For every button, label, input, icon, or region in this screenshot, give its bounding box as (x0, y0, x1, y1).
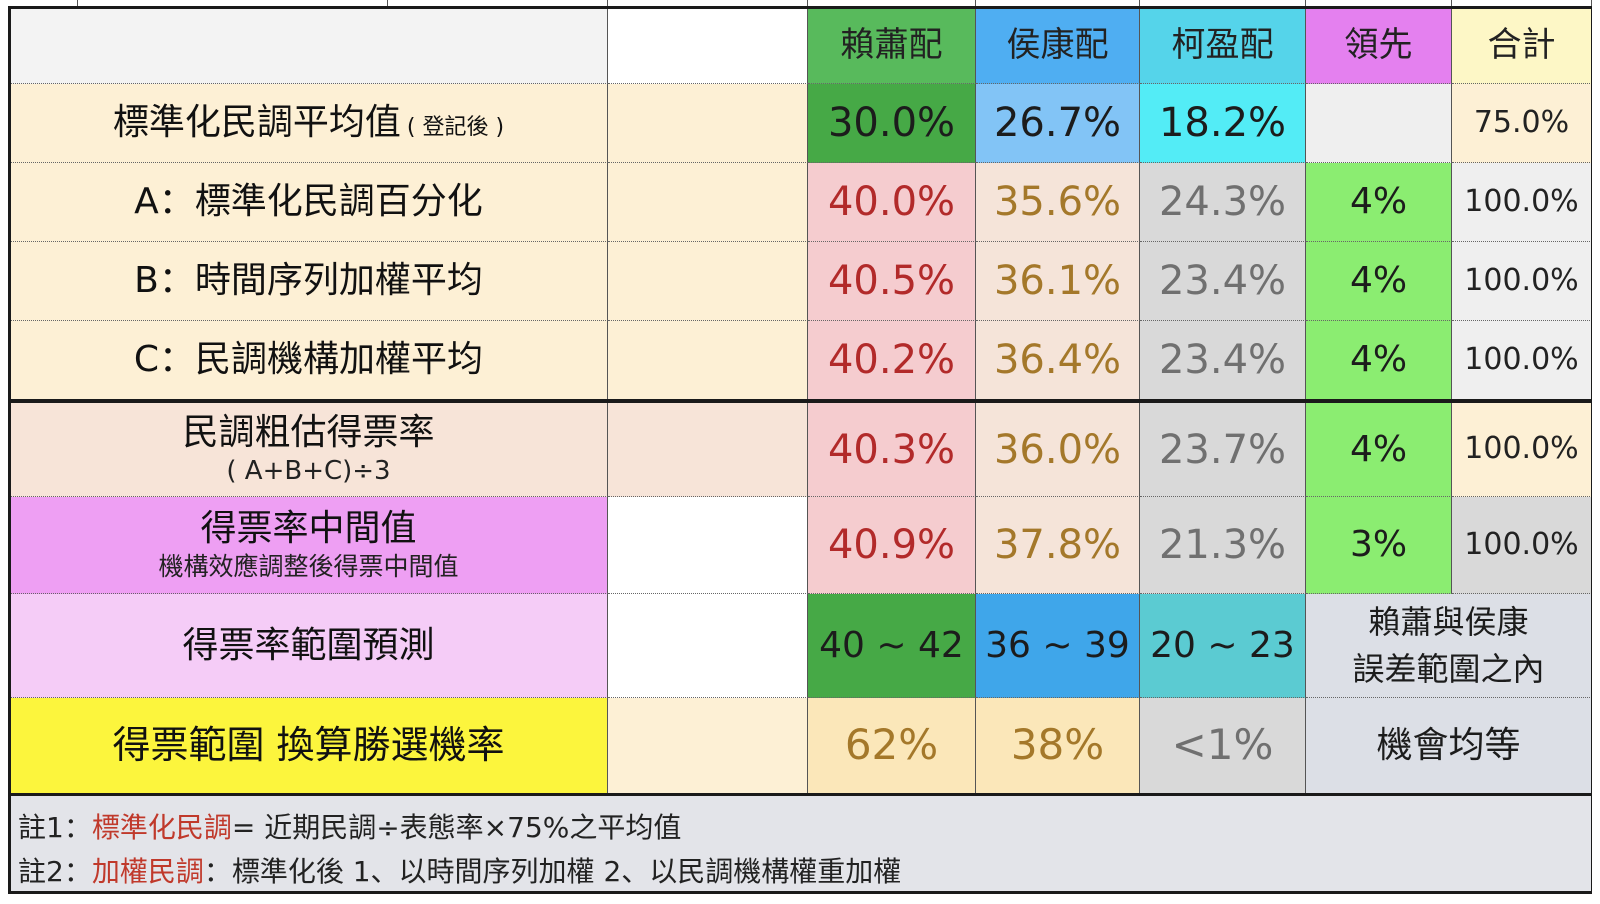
standardized-col2-value: 26.7% (976, 84, 1140, 163)
a-total-value: 100.0% (1452, 163, 1592, 242)
median-col2-value: 37.8% (976, 497, 1140, 594)
median-lead-value: 3% (1306, 497, 1452, 594)
note-1: 註1：標準化民調= 近期民調÷表態率×75%之平均值 (18, 806, 681, 846)
top-strip-cell (78, 0, 388, 8)
notes-panel (10, 794, 1592, 892)
note-2-highlight: 加權民調 (91, 855, 204, 888)
row-spacer-cell (608, 84, 808, 163)
probability-note: 機會均等 (1306, 698, 1592, 794)
range-note: 賴蕭與侯康 誤差範圍之內 (1306, 594, 1592, 698)
standardized-lead-value (1306, 84, 1452, 163)
row-spacer-cell (608, 698, 808, 794)
row-spacer-cell (608, 321, 808, 400)
note-1-prefix: 註1： (18, 811, 92, 844)
row-label-estimate: 民調粗估得票率 ( A+B+C)÷3 (10, 403, 608, 497)
a-col1-value: 40.0% (808, 163, 976, 242)
top-strip-cell (1306, 0, 1452, 8)
row-label-probability: 得票範圍 換算勝選機率 (10, 698, 608, 794)
estimate-col3-value: 23.7% (1140, 403, 1306, 497)
header-lead: 領先 (1306, 8, 1452, 84)
top-strip-cell (808, 0, 976, 8)
note-1-text: = 近期民調÷表態率×75%之平均值 (231, 811, 682, 844)
row-label-standardized-suffix: ( 登記後 ) (406, 115, 505, 141)
row-label-range: 得票率範圍預測 (10, 594, 608, 698)
c-total-value: 100.0% (1452, 321, 1592, 400)
row-label-a: A：標準化民調百分化 (10, 163, 608, 242)
top-strip-cell (1452, 0, 1592, 8)
c-col2-value: 36.4% (976, 321, 1140, 400)
row-spacer-cell (608, 403, 808, 497)
range-col1-value: 40 ~ 42 (808, 594, 976, 698)
b-col1-value: 40.5% (808, 242, 976, 321)
row-label-median-subtitle: 機構效應調整後得票中間值 (158, 552, 459, 582)
estimate-col2-value: 36.0% (976, 403, 1140, 497)
row-spacer-cell (608, 242, 808, 321)
top-strip-cell (976, 0, 1140, 8)
note-1-highlight: 標準化民調 (91, 811, 232, 844)
top-strip-cell (608, 0, 808, 8)
range-note-line1: 賴蕭與侯康 (1368, 602, 1529, 641)
probability-col3-value: <1% (1140, 698, 1306, 794)
right-margin (1592, 0, 1600, 904)
header-col3: 柯盈配 (1140, 8, 1306, 84)
range-note-line2: 誤差範圍之內 (1352, 649, 1545, 688)
row-spacer-cell (608, 163, 808, 242)
standardized-col1-value: 30.0% (808, 84, 976, 163)
median-total-value: 100.0% (1452, 497, 1592, 594)
a-lead-value: 4% (1306, 163, 1452, 242)
probability-col2-value: 38% (976, 698, 1140, 794)
row-label-median: 得票率中間值 機構效應調整後得票中間值 (10, 497, 608, 594)
row-spacer-cell (608, 594, 808, 698)
row-label-c: C：民調機構加權平均 (10, 321, 608, 400)
row-label-standardized-text: 標準化民調平均值 (112, 102, 401, 144)
median-col1-value: 40.9% (808, 497, 976, 594)
top-strip-cell (388, 0, 608, 8)
b-lead-value: 4% (1306, 242, 1452, 321)
header-blank-cell (10, 8, 608, 84)
header-blank-cell (608, 8, 808, 84)
top-strip-cell (0, 0, 78, 8)
c-lead-value: 4% (1306, 321, 1452, 400)
header-col2: 侯康配 (976, 8, 1140, 84)
row-label-estimate-text: 民調粗估得票率 (182, 411, 435, 453)
range-col3-value: 20 ~ 23 (1140, 594, 1306, 698)
a-col2-value: 35.6% (976, 163, 1140, 242)
row-spacer-cell (608, 497, 808, 594)
range-col2-value: 36 ~ 39 (976, 594, 1140, 698)
probability-col1-value: 62% (808, 698, 976, 794)
estimate-total-value: 100.0% (1452, 403, 1592, 497)
note-2-prefix: 註2： (18, 855, 92, 888)
b-col2-value: 36.1% (976, 242, 1140, 321)
c-col1-value: 40.2% (808, 321, 976, 400)
b-total-value: 100.0% (1452, 242, 1592, 321)
b-col3-value: 23.4% (1140, 242, 1306, 321)
header-total: 合計 (1452, 8, 1592, 84)
estimate-col1-value: 40.3% (808, 403, 976, 497)
header-col1: 賴蕭配 (808, 8, 976, 84)
standardized-col3-value: 18.2% (1140, 84, 1306, 163)
row-label-standardized: 標準化民調平均值 ( 登記後 ) (10, 84, 608, 163)
note-2-text: ：標準化後 1、以時間序列加權 2、以民調機構權重加權 (203, 855, 902, 888)
c-col3-value: 23.4% (1140, 321, 1306, 400)
top-strip-cell (1140, 0, 1306, 8)
standardized-total-value: 75.0% (1452, 84, 1592, 163)
row-label-b: B：時間序列加權平均 (10, 242, 608, 321)
note-2: 註2：加權民調：標準化後 1、以時間序列加權 2、以民調機構權重加權 (18, 850, 901, 890)
median-col3-value: 21.3% (1140, 497, 1306, 594)
row-label-median-text: 得票率中間值 (200, 507, 417, 549)
estimate-lead-value: 4% (1306, 403, 1452, 497)
row-label-estimate-formula: ( A+B+C)÷3 (226, 456, 391, 487)
a-col3-value: 24.3% (1140, 163, 1306, 242)
